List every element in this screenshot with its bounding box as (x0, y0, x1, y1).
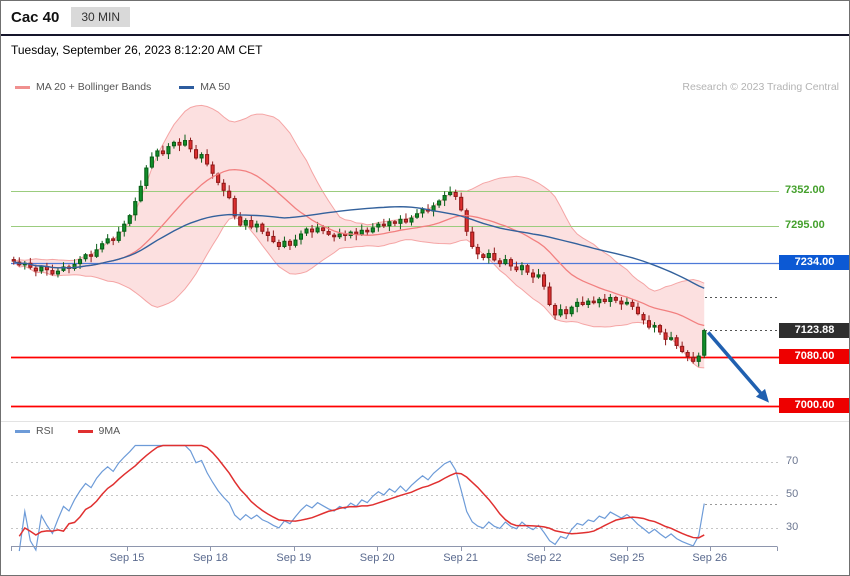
research-credit: Research © 2023 Trading Central (682, 81, 839, 93)
x-axis-label-sep-22: Sep 22 (526, 552, 562, 564)
x-axis-label-sep-25: Sep 25 (609, 552, 645, 564)
rsi-level-label-50: 50 (786, 488, 799, 500)
x-axis-label-sep-26: Sep 26 (692, 552, 728, 564)
ma20-bollinger-swatch-icon (15, 85, 30, 89)
price-level-label-7295.00: 7295.00 (785, 219, 825, 231)
rsi-level-label-70: 70 (786, 455, 799, 467)
x-axis-label-sep-15: Sep 15 (109, 552, 145, 564)
header-divider (1, 34, 849, 36)
report-header: Cac 40 30 MIN (11, 7, 131, 27)
ma50-legend-label: MA 50 (200, 81, 231, 93)
rsi-swatch-icon (15, 429, 30, 433)
x-axis-label-sep-21: Sep 21 (443, 552, 479, 564)
legend-item-ma20: MA 20 + Bollinger Bands (15, 81, 151, 93)
report-datetime: Tuesday, September 26, 2023 8:12:20 AM C… (11, 43, 263, 57)
instrument-title: Cac 40 (11, 8, 60, 26)
legend-item-ma50: MA 50 (179, 81, 230, 93)
ma20-legend-label: MA 20 + Bollinger Bands (36, 81, 152, 93)
x-axis-label-sep-20: Sep 20 (359, 552, 395, 564)
rsi-legend: RSI 9MA (15, 425, 120, 437)
price-level-label-7352.00: 7352.00 (785, 184, 825, 196)
ma50-swatch-icon (179, 85, 195, 89)
rsi-level-label-30: 30 (786, 521, 799, 533)
rsi-9ma-legend-label: 9MA (98, 425, 121, 437)
price-level-badge-7000.00: 7000.00 (779, 398, 849, 413)
x-axis-label-sep-19: Sep 19 (276, 552, 312, 564)
price-level-badge-7123.88: 7123.88 (779, 323, 849, 338)
rsi-legend-label: RSI (36, 425, 54, 437)
legend-item-9ma: 9MA (77, 425, 121, 437)
timeframe-badge: 30 MIN (71, 7, 131, 27)
price-level-badge-7234.00: 7234.00 (779, 255, 849, 270)
x-axis-label-sep-18: Sep 18 (192, 552, 228, 564)
price-chart-legend: MA 20 + Bollinger Bands MA 50 (15, 81, 230, 93)
legend-item-rsi: RSI (15, 425, 54, 437)
price-level-badge-7080.00: 7080.00 (779, 349, 849, 364)
rsi-9ma-swatch-icon (77, 429, 93, 433)
